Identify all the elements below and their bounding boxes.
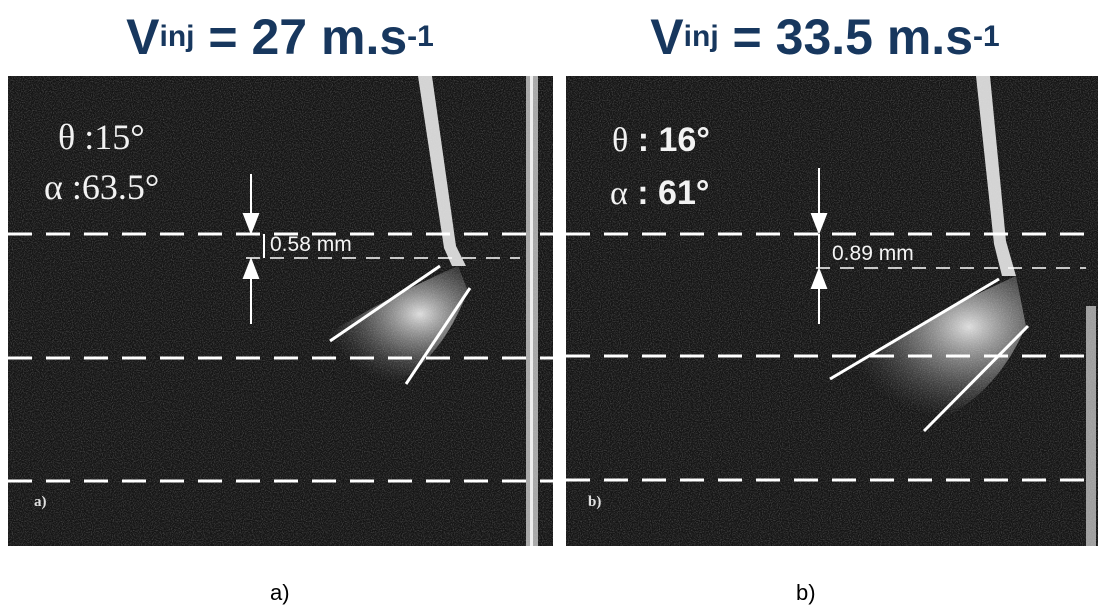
- panel-letter: a): [34, 494, 47, 510]
- chamber-wall: [1086, 306, 1096, 546]
- measurement-arrows: [810, 168, 828, 324]
- title-superscript: -1: [973, 20, 1000, 53]
- title-value: = 27 m.s: [194, 9, 408, 65]
- measurement-label: 0.89 mm: [832, 242, 914, 265]
- title-subscript: inj: [159, 20, 195, 53]
- title-superscript: -1: [407, 20, 434, 53]
- title-v: V: [650, 9, 684, 65]
- theta-symbol: θ: [612, 122, 629, 159]
- reference-lines: [566, 232, 1098, 482]
- spray-drawing-a: [8, 76, 553, 546]
- alpha-symbol: α: [610, 175, 628, 212]
- alpha-label: α :63.5°: [44, 167, 160, 207]
- cone-angle-lines: [329, 264, 472, 385]
- injector-jet: [976, 76, 1016, 276]
- spray-image-a: θ :15° α :63.5° 0.58 mm a): [8, 76, 553, 546]
- spray-plume: [308, 266, 468, 386]
- panel-letter: b): [588, 494, 602, 510]
- theta-label: θ :15°: [58, 117, 145, 157]
- measurement-arrows: [242, 174, 265, 324]
- cone-angle-lines: [829, 277, 1030, 433]
- measurement-label: 0.58 mm: [270, 233, 352, 256]
- spray-image-b: θ : 16° α : 61° 0.89 mm b): [566, 76, 1098, 546]
- alpha-label: α : 61°: [610, 174, 709, 213]
- theta-value: : 16°: [628, 121, 710, 159]
- reference-lines: [8, 232, 553, 483]
- caption-a: a): [270, 580, 290, 605]
- title-v: V: [126, 9, 160, 65]
- title-value: = 33.5 m.s: [718, 9, 974, 65]
- caption-b: b): [796, 580, 816, 605]
- injector-jet: [418, 76, 466, 266]
- spray-drawing-b: [566, 76, 1098, 546]
- title-subscript: inj: [683, 20, 719, 53]
- alpha-value: : 61°: [627, 174, 710, 212]
- theta-label: θ : 16°: [612, 121, 710, 160]
- spray-plume: [836, 276, 1026, 421]
